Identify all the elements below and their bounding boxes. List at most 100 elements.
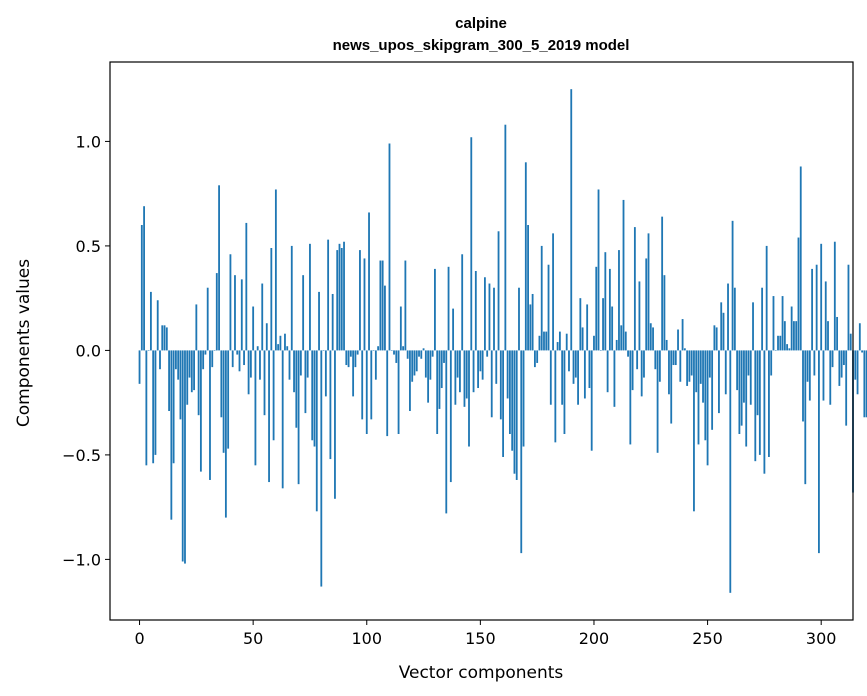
x-tick-label: 0 <box>134 629 144 648</box>
bar-189 <box>568 350 570 372</box>
bar-198 <box>588 350 591 389</box>
bar-155 <box>490 350 493 418</box>
bar-319 <box>863 350 866 418</box>
bar-77 <box>313 350 316 447</box>
bar-215 <box>627 350 629 357</box>
bar-134 <box>443 350 445 363</box>
bar-111 <box>390 350 393 351</box>
bar-78 <box>315 350 318 512</box>
bar-306 <box>833 241 836 351</box>
bar-234 <box>670 350 673 424</box>
bar-23 <box>190 350 193 393</box>
bar-240 <box>683 348 686 351</box>
bar-19 <box>181 350 184 562</box>
bar-191 <box>572 350 575 384</box>
bar-263 <box>736 350 739 391</box>
bar-320 <box>865 350 867 418</box>
bar-156 <box>493 287 495 351</box>
bar-124 <box>420 350 423 359</box>
bar-167 <box>518 287 520 351</box>
bar-197 <box>586 304 589 351</box>
y-tick-label: −0.5 <box>62 446 101 465</box>
bar-110 <box>388 143 391 351</box>
bar-126 <box>424 350 427 378</box>
bar-250 <box>706 350 709 466</box>
bar-8 <box>156 300 159 351</box>
bar-172 <box>529 304 532 351</box>
bar-145 <box>468 350 470 447</box>
bar-21 <box>186 350 189 405</box>
bar-87 <box>336 250 339 351</box>
bar-237 <box>677 329 679 351</box>
bar-238 <box>679 350 682 382</box>
bar-225 <box>649 323 652 351</box>
bar-290 <box>797 237 800 351</box>
bar-158 <box>497 231 500 351</box>
bar-262 <box>733 287 736 351</box>
bar-219 <box>636 350 639 370</box>
bar-180 <box>547 264 550 351</box>
bar-291 <box>799 166 802 351</box>
bar-33 <box>213 350 216 351</box>
bar-316 <box>856 350 859 395</box>
bar-315 <box>854 350 857 380</box>
bar-308 <box>838 350 841 386</box>
x-tick-label: 50 <box>243 629 263 648</box>
x-tick-label: 100 <box>351 629 382 648</box>
bar-55 <box>263 350 266 416</box>
bar-214 <box>624 331 627 351</box>
bar-32 <box>211 350 214 368</box>
bar-223 <box>645 258 648 351</box>
bar-44 <box>238 350 241 372</box>
plot-frame <box>109 61 854 621</box>
bar-36 <box>220 350 223 418</box>
bar-212 <box>620 325 623 351</box>
bar-39 <box>227 350 230 449</box>
bar-161 <box>504 124 507 351</box>
bar-56 <box>265 323 268 351</box>
bar-67 <box>290 245 293 351</box>
bar-131 <box>436 350 439 434</box>
bar-14 <box>170 350 173 520</box>
bar-18 <box>179 350 182 420</box>
bar-224 <box>647 233 650 351</box>
bar-91 <box>345 350 348 366</box>
bar-5 <box>149 291 152 351</box>
bar-118 <box>406 350 409 359</box>
bar-207 <box>608 268 611 351</box>
bar-274 <box>761 287 764 351</box>
bar-188 <box>565 333 568 351</box>
bar-97 <box>359 250 361 351</box>
bar-141 <box>459 350 461 393</box>
bar-53 <box>259 350 261 380</box>
bar-81 <box>322 350 325 351</box>
bar-264 <box>738 350 741 434</box>
bar-241 <box>686 350 689 386</box>
bar-3 <box>145 350 148 466</box>
bar-301 <box>822 350 825 401</box>
bar-10 <box>161 325 164 351</box>
bar-252 <box>711 350 714 430</box>
bar-162 <box>506 350 509 399</box>
bar-127 <box>427 350 430 403</box>
bar-137 <box>449 350 452 483</box>
bar-71 <box>299 350 302 376</box>
bar-2 <box>143 206 145 351</box>
bar-139 <box>454 350 457 405</box>
bar-259 <box>727 283 729 351</box>
bar-125 <box>422 348 425 351</box>
bar-221 <box>640 350 643 397</box>
bar-123 <box>418 350 420 357</box>
bar-12 <box>165 327 168 351</box>
bar-200 <box>593 335 595 351</box>
bar-258 <box>724 350 727 395</box>
y-tick-label: 0.0 <box>76 341 101 360</box>
bar-193 <box>577 350 579 405</box>
bar-185 <box>558 331 561 351</box>
bar-119 <box>409 350 411 412</box>
bar-73 <box>304 350 307 414</box>
bar-205 <box>604 252 607 351</box>
bar-128 <box>429 350 432 380</box>
bar-294 <box>806 350 809 382</box>
bar-149 <box>477 350 479 389</box>
